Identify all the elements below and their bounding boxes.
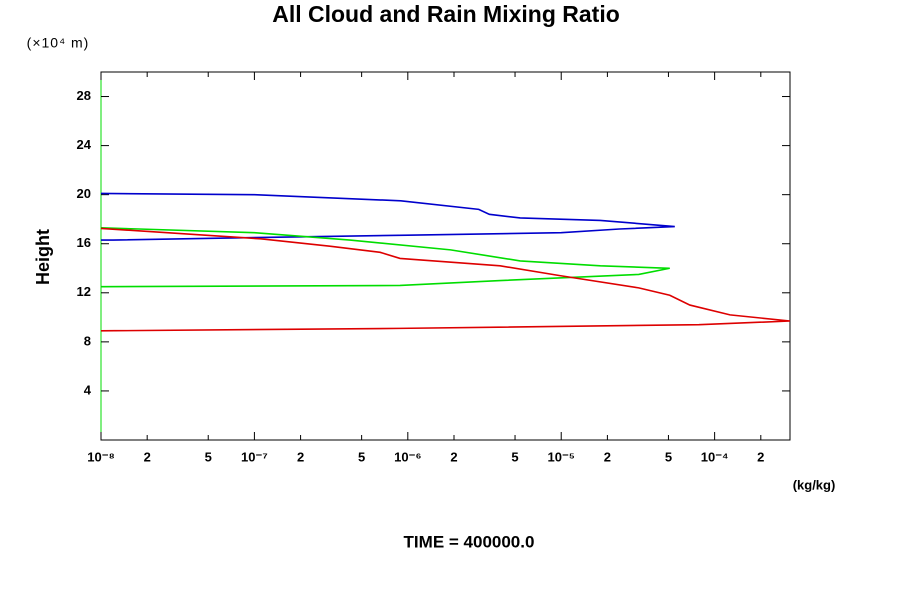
chart-title: All Cloud and Rain Mixing Ratio [272,1,620,27]
x-tick-label: 2 [604,449,611,464]
x-tick-label: 5 [511,449,518,464]
x-tick-label: 5 [358,449,365,464]
x-tick-label: 10⁻⁶ [394,449,421,464]
y-tick-label: 20 [77,186,91,201]
y-tick-label: 16 [77,235,91,250]
data-line [100,192,675,241]
y-tick-label: 12 [77,284,91,299]
y-units: (×10⁴ m) [27,35,90,51]
footer: TIME = 400000.0 [404,532,535,551]
x-tick-label: 2 [297,449,304,464]
plot-frame [100,71,791,441]
y-tick-label: 28 [77,88,91,103]
x-tick-label: 2 [757,449,764,464]
x-tick-label: 10⁻⁸ [87,449,114,464]
x-tick-label: 10⁻⁵ [547,449,574,464]
x-tick-label: 2 [450,449,457,464]
y-axis-label: Height [33,229,53,285]
x-axis-label: (kg/kg) [793,477,836,492]
y-tick-label: 8 [84,333,91,348]
x-tick-label: 5 [665,449,672,464]
data-line [100,226,670,288]
x-tick-label: 10⁻⁷ [241,449,268,464]
x-tick-label: 10⁻⁴ [701,449,729,464]
y-tick-label: 24 [77,137,92,152]
y-tick-label: 4 [84,382,92,397]
data-line [100,227,791,332]
x-tick-label: 5 [205,449,212,464]
x-tick-label: 2 [144,449,151,464]
